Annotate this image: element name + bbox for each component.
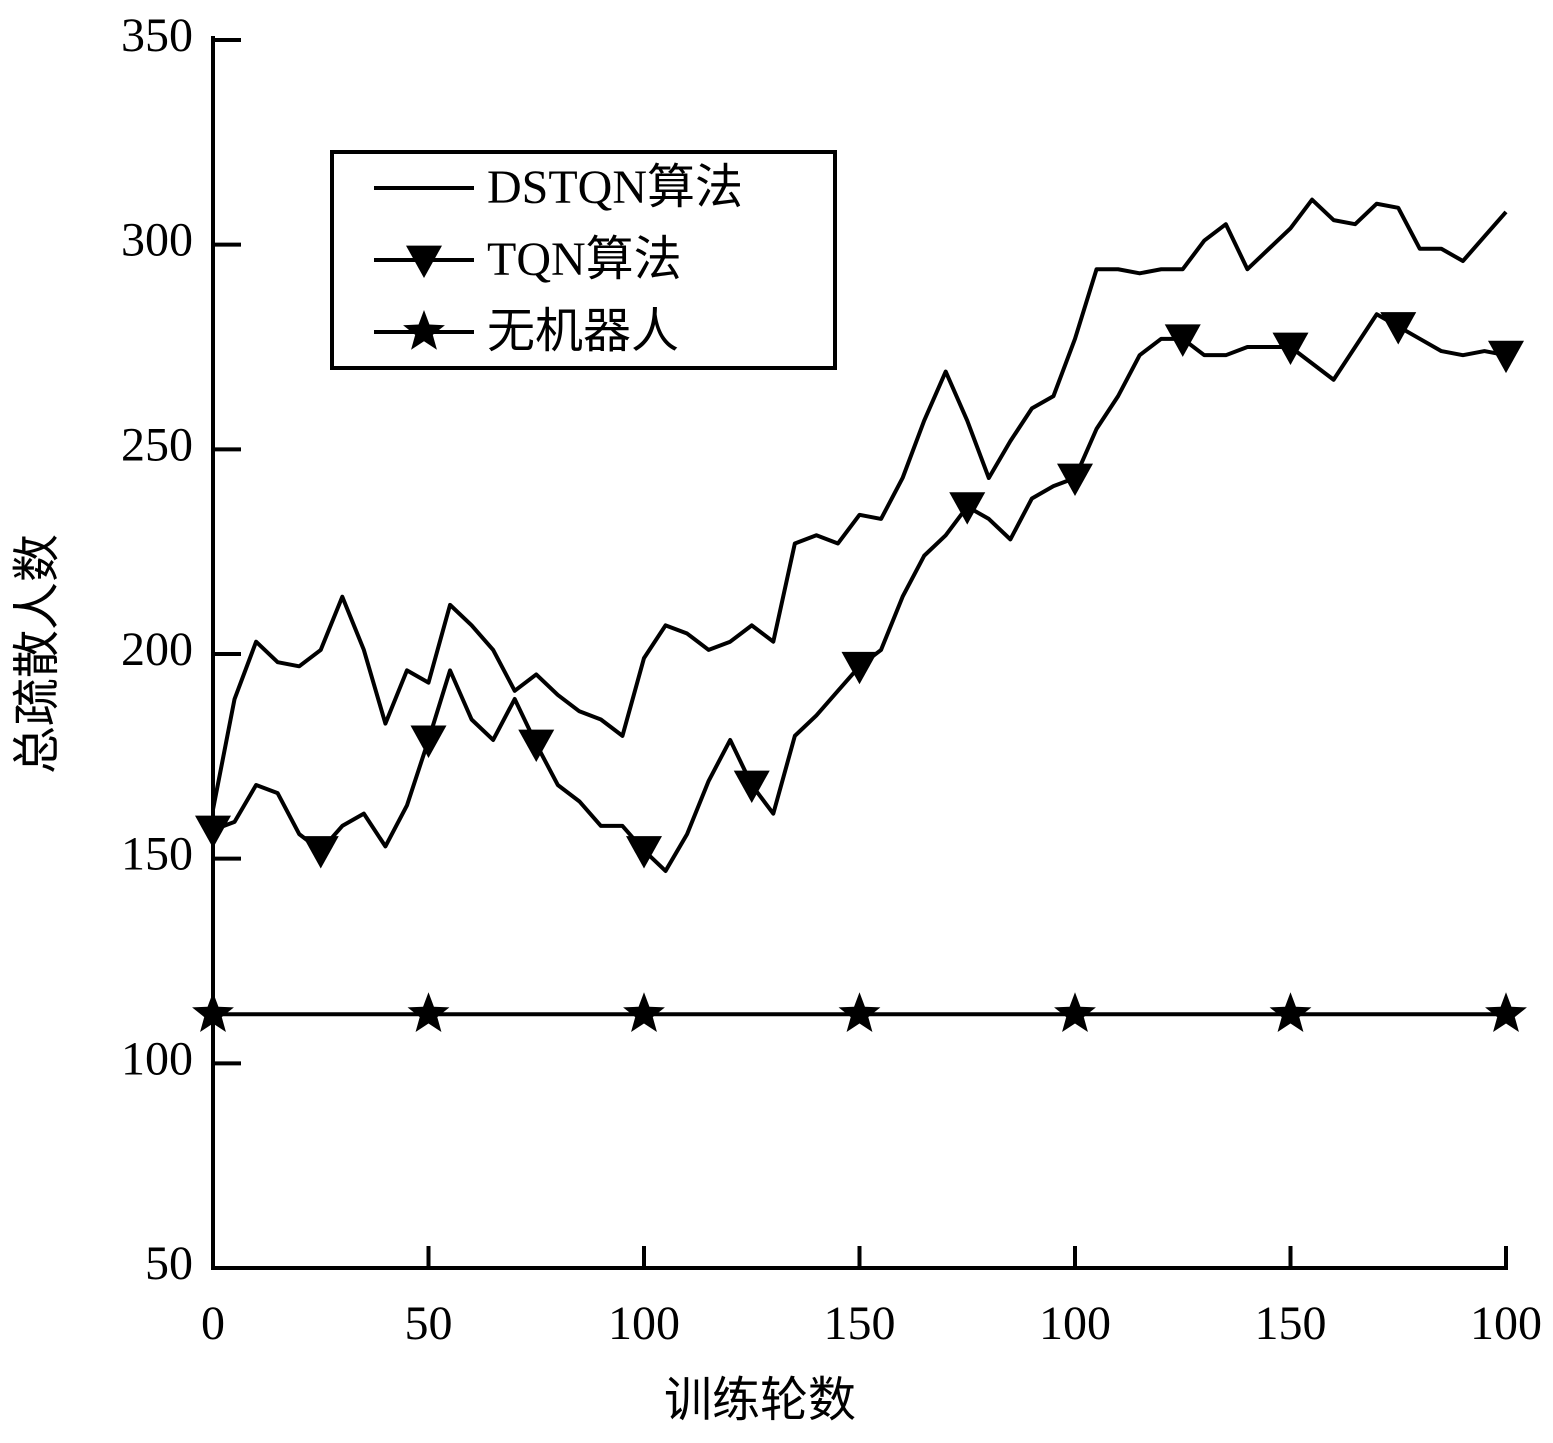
series-marker <box>518 729 555 763</box>
series-marker <box>733 770 770 803</box>
x-tick-label: 100 <box>1039 1297 1111 1350</box>
series-line <box>212 312 1507 873</box>
series-marker <box>407 992 450 1033</box>
x-tick-label: 0 <box>201 1297 225 1350</box>
y-tick-label: 300 <box>121 214 193 267</box>
series-marker <box>1164 324 1201 357</box>
y-tick-label: 50 <box>145 1237 193 1290</box>
series-marker <box>410 725 447 758</box>
series-marker <box>841 651 878 685</box>
legend-marker <box>406 245 442 278</box>
y-tick-label: 200 <box>121 623 193 676</box>
legend-label: DSTQN算法 <box>487 161 743 214</box>
series-marker <box>192 992 234 1033</box>
series-marker <box>1488 340 1524 374</box>
y-axis-label: 总疏散人数 <box>11 534 64 774</box>
series-marker <box>1485 992 1527 1033</box>
series-marker <box>302 836 339 869</box>
y-tick-label: 100 <box>121 1032 193 1085</box>
x-tick-label: 50 <box>405 1297 453 1350</box>
series-marker <box>949 492 986 525</box>
legend-label: 无机器人 <box>487 305 679 358</box>
series-marker <box>1057 463 1093 496</box>
legend-label: TQN算法 <box>487 233 682 286</box>
legend-marker <box>403 310 445 350</box>
series-marker <box>1269 992 1312 1033</box>
series-marker <box>195 815 231 849</box>
series-marker <box>623 992 665 1033</box>
y-tick-label: 150 <box>121 828 193 881</box>
x-tick-label: 150 <box>1255 1297 1327 1350</box>
series-marker <box>626 836 662 869</box>
series-marker <box>1272 332 1309 365</box>
x-tick-label: 100 <box>608 1297 680 1350</box>
series-marker <box>838 992 881 1033</box>
series-marker <box>1380 312 1417 345</box>
x-tick-label: 100 <box>1470 1297 1542 1350</box>
x-tick-label: 150 <box>824 1297 896 1350</box>
series-line <box>211 197 1508 810</box>
x-axis-label: 训练轮数 <box>664 1374 856 1427</box>
y-tick-label: 350 <box>121 9 193 62</box>
series-marker <box>1054 992 1096 1033</box>
y-tick-label: 250 <box>121 418 193 471</box>
